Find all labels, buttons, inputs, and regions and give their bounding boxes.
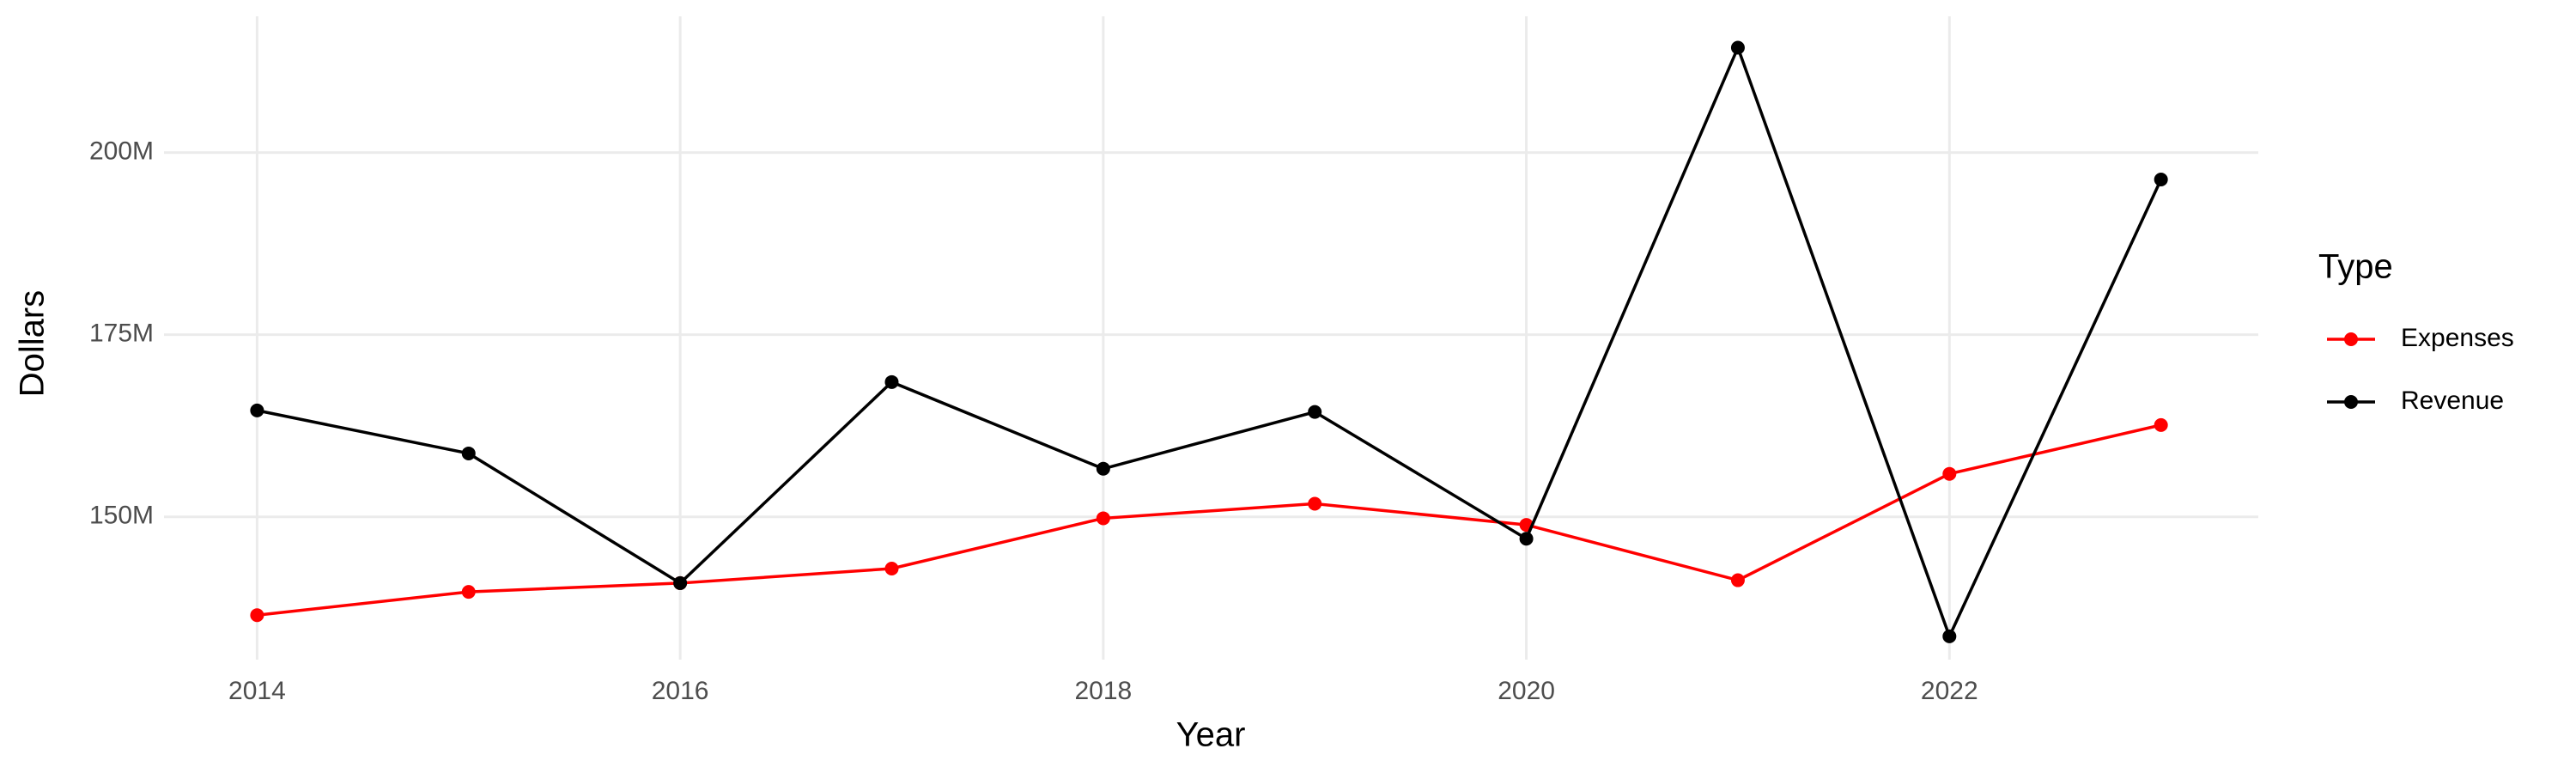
legend-marker	[2344, 395, 2358, 409]
point	[461, 585, 476, 600]
x-tick-label: 2014	[228, 677, 286, 705]
line	[257, 423, 2162, 617]
y-tick-label: 175M	[89, 320, 154, 348]
y-tick-label: 200M	[89, 137, 154, 166]
point	[1308, 496, 1322, 511]
x-tick-label: 2016	[652, 677, 709, 705]
point	[250, 403, 264, 417]
legend-label: Revenue	[2401, 386, 2504, 415]
point	[1096, 511, 1110, 526]
legend-title: Type	[2318, 248, 2393, 286]
point	[1942, 466, 1957, 481]
point	[673, 575, 688, 590]
x-tick-label: 2022	[1921, 677, 1978, 705]
point	[884, 374, 899, 389]
y-tick-label: 150M	[89, 502, 154, 530]
point	[2154, 173, 2168, 187]
point	[884, 561, 899, 575]
point	[461, 446, 476, 460]
point	[250, 608, 264, 623]
point	[1308, 405, 1322, 419]
x-tick-label: 2020	[1498, 677, 1555, 705]
point	[1730, 573, 1745, 587]
point	[1730, 40, 1745, 55]
point	[1519, 532, 1534, 546]
point	[2154, 417, 2168, 432]
point	[1942, 629, 1957, 643]
y-axis-title: Dollars	[14, 290, 52, 397]
legend-label: Expenses	[2401, 324, 2514, 352]
x-axis-title: Year	[1176, 716, 1246, 754]
x-tick-label: 2018	[1074, 677, 1132, 705]
line	[257, 43, 2163, 641]
point	[1096, 461, 1110, 476]
legend-marker	[2344, 332, 2358, 346]
